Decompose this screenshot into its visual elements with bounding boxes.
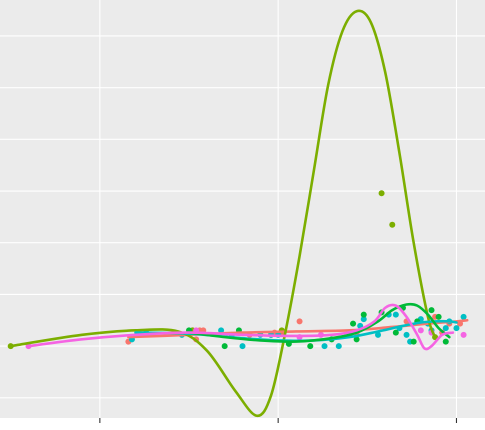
data-point [428, 307, 435, 314]
data-point [378, 190, 385, 197]
data-point [321, 343, 328, 350]
smooth-line [27, 303, 455, 351]
data-point [353, 336, 360, 343]
data-point [453, 325, 460, 332]
data-point [460, 313, 467, 320]
data-point [360, 316, 367, 323]
data-point [417, 327, 424, 334]
data-point [403, 331, 410, 338]
data-point [221, 343, 228, 350]
data-point [239, 343, 246, 350]
data-point [392, 329, 399, 336]
data-point [307, 343, 314, 350]
data-point [335, 343, 342, 350]
data-point [360, 311, 367, 318]
data-point [442, 325, 449, 332]
smooth-line [187, 302, 451, 343]
data-point [435, 313, 442, 320]
data-point [442, 338, 449, 345]
data-point [410, 338, 417, 345]
data-point [218, 327, 225, 334]
data-point [296, 318, 303, 325]
data-point [460, 331, 467, 338]
data-point [350, 320, 357, 327]
data-point [389, 221, 396, 228]
plot-panel [0, 0, 485, 418]
data-point [392, 311, 399, 318]
data-point [375, 331, 382, 338]
